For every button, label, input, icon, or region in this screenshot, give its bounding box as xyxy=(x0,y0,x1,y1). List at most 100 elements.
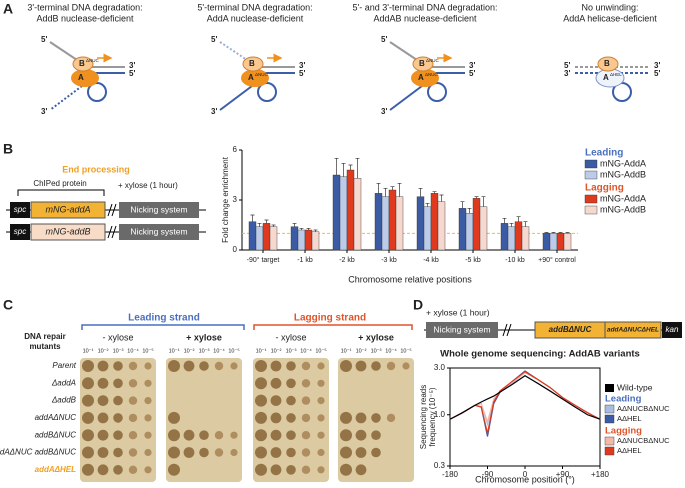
label: A xyxy=(418,73,424,82)
label: Lagging xyxy=(605,426,642,437)
label: 5' xyxy=(299,69,305,78)
dna-strand xyxy=(49,41,81,63)
colony-spot xyxy=(301,396,311,405)
colony-spot xyxy=(144,431,152,439)
bar xyxy=(374,193,383,251)
line xyxy=(449,370,601,437)
protein-b xyxy=(597,56,619,72)
colony-spot xyxy=(317,414,325,422)
label: mNG-AddA xyxy=(600,158,646,168)
gene-box xyxy=(30,201,106,219)
label: 10⁻² xyxy=(184,348,195,354)
colony-spot xyxy=(113,430,123,441)
colony-spot xyxy=(97,447,109,458)
colony-spot xyxy=(255,377,267,390)
line xyxy=(449,370,601,434)
legend-swatch xyxy=(604,436,615,446)
label: addAΔNUCΔHEL xyxy=(607,327,659,334)
label: Chromosome relative positions xyxy=(348,274,472,284)
label: 10⁻² xyxy=(271,348,282,354)
marker-box xyxy=(662,322,682,338)
label: 3' xyxy=(211,107,217,116)
line xyxy=(449,371,601,427)
bar xyxy=(465,213,474,251)
colony-spot xyxy=(355,447,367,458)
error-bar xyxy=(390,186,395,190)
label: mutants xyxy=(29,342,61,351)
colony-spot xyxy=(97,360,109,372)
line xyxy=(449,375,601,420)
colony-spot xyxy=(82,463,94,476)
bar xyxy=(290,226,299,251)
label: Sequencing reads xyxy=(419,385,428,450)
label: spc xyxy=(14,227,26,236)
marker-box xyxy=(10,202,30,218)
label: 3' xyxy=(299,61,305,70)
colony-spot xyxy=(97,377,109,389)
colony-spot xyxy=(386,361,396,371)
colony-spot xyxy=(340,446,352,459)
colony-spot xyxy=(386,413,396,423)
colony-spot xyxy=(113,361,123,371)
label: DNA repair xyxy=(24,332,66,341)
colony-spot xyxy=(183,429,195,441)
error-bar xyxy=(355,157,360,179)
bracket xyxy=(17,189,105,196)
colony-spot xyxy=(286,465,296,475)
dna-loop xyxy=(427,82,447,102)
colony-spot xyxy=(168,429,180,442)
dna-strand xyxy=(389,85,423,111)
error-bar xyxy=(523,221,528,227)
label: End processing xyxy=(62,164,130,174)
label: B xyxy=(3,141,13,157)
colony-spot xyxy=(128,396,138,405)
label: Chromosome position (°) xyxy=(475,474,575,484)
label: 3' xyxy=(564,69,570,78)
colony-spot xyxy=(214,448,224,457)
label: + xylose (1 hour) xyxy=(118,181,178,190)
bar xyxy=(248,221,257,251)
label: 10⁻¹ xyxy=(83,348,94,354)
colony-spot xyxy=(301,448,311,457)
label: addAΔHEL xyxy=(35,465,76,474)
colony-spot xyxy=(317,362,325,370)
bar xyxy=(353,178,362,251)
bar xyxy=(346,169,355,251)
label: 10⁻⁵ xyxy=(400,347,411,354)
colony-spot xyxy=(340,360,352,372)
marker-box xyxy=(10,224,30,240)
colony-spot xyxy=(340,429,352,442)
colony-spot xyxy=(255,463,267,476)
colony-spot xyxy=(286,378,296,389)
label: Lagging xyxy=(585,183,624,194)
error-bar xyxy=(432,191,437,194)
label: AΔHEL xyxy=(617,446,642,455)
colony-spot xyxy=(113,413,123,423)
colony-spot xyxy=(355,412,367,424)
bar xyxy=(542,233,551,251)
protein-b xyxy=(72,56,94,72)
colony-spot xyxy=(82,377,94,390)
error-bar xyxy=(509,222,514,227)
dna-strand xyxy=(219,85,253,111)
colony-spot xyxy=(301,361,311,371)
colony-spot xyxy=(144,379,152,387)
error-bar xyxy=(264,219,269,224)
label: Parent xyxy=(52,361,76,370)
colony-spot xyxy=(82,394,94,407)
label: -5 kb xyxy=(465,257,481,264)
colony-spot xyxy=(128,413,138,423)
label: Leading xyxy=(605,394,642,405)
bracket xyxy=(81,324,245,330)
label: 0.3 xyxy=(434,461,446,470)
colony-spot xyxy=(128,431,138,440)
label: 3'-terminal DNA degradation: xyxy=(27,2,142,12)
bar xyxy=(339,176,348,251)
label: AddA nuclease-deficient xyxy=(207,13,304,23)
label: 10⁻³ xyxy=(371,348,382,354)
system-box xyxy=(426,322,498,338)
label: Wild-type xyxy=(617,382,653,392)
bar xyxy=(549,233,558,251)
colony-spot xyxy=(199,430,209,441)
legend-swatch xyxy=(604,414,615,424)
